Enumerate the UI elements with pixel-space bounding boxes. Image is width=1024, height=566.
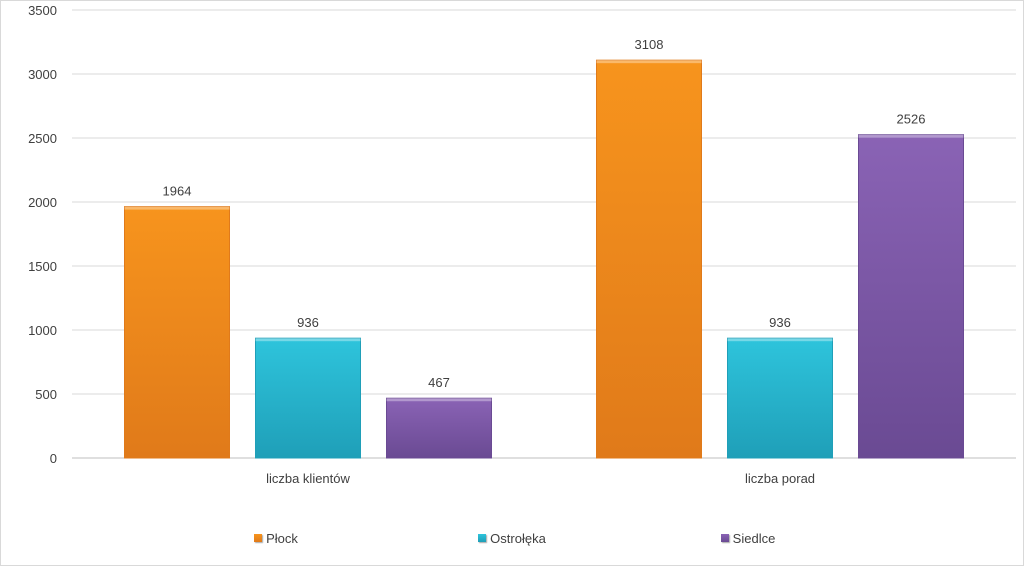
y-tick-label: 2000: [28, 195, 57, 210]
legend: Płock Ostrołęka Siedlce: [0, 528, 1024, 548]
data-label: 936: [297, 315, 319, 330]
y-tick-label: 1500: [28, 259, 57, 274]
x-axis-categories: liczba klientów liczba porad: [266, 471, 815, 486]
bar-highlight: [386, 398, 492, 402]
legend-label: Płock: [266, 530, 298, 546]
y-tick-label: 0: [50, 451, 57, 466]
bar-siedlce: [858, 134, 964, 459]
data-label: 1964: [163, 184, 192, 199]
legend-label: Siedlce: [732, 530, 776, 546]
x-category-label: liczba klientów: [266, 471, 350, 486]
bars: [124, 59, 964, 459]
legend-swatch: [720, 534, 729, 542]
data-label: 3108: [635, 37, 664, 52]
legend-swatch: [254, 534, 263, 542]
y-tick-label: 500: [35, 387, 57, 402]
data-label: 2526: [897, 112, 926, 127]
y-axis-ticks: 0 500 1000 1500 2000 2500 3000 3500: [28, 3, 57, 466]
data-label: 467: [428, 375, 450, 390]
y-tick-label: 1000: [28, 323, 57, 338]
legend-swatch: [478, 534, 487, 542]
legend-label: Ostrołęka: [490, 530, 546, 546]
legend-item-2: Siedlce: [630, 528, 866, 548]
x-category-label: liczba porad: [745, 471, 815, 486]
bar-highlight: [124, 206, 230, 210]
data-label: 936: [769, 315, 791, 330]
legend-item-0: Płock: [158, 528, 394, 548]
y-tick-label: 3500: [28, 3, 57, 18]
bar-płock: [596, 59, 702, 459]
bar-highlight: [727, 338, 833, 342]
bar-ostrołęka: [727, 337, 833, 459]
bar-ostrołęka: [255, 337, 361, 459]
bar-płock: [124, 206, 230, 459]
bar-highlight: [596, 60, 702, 64]
bar-highlight: [255, 338, 361, 342]
bar-highlight: [858, 134, 964, 138]
y-tick-label: 3000: [28, 67, 57, 82]
bar-siedlce: [386, 397, 492, 459]
data-labels: 1964 936 467 3108 936 2526: [163, 37, 926, 390]
legend-item-1: Ostrołęka: [394, 528, 630, 548]
y-tick-label: 2500: [28, 131, 57, 146]
